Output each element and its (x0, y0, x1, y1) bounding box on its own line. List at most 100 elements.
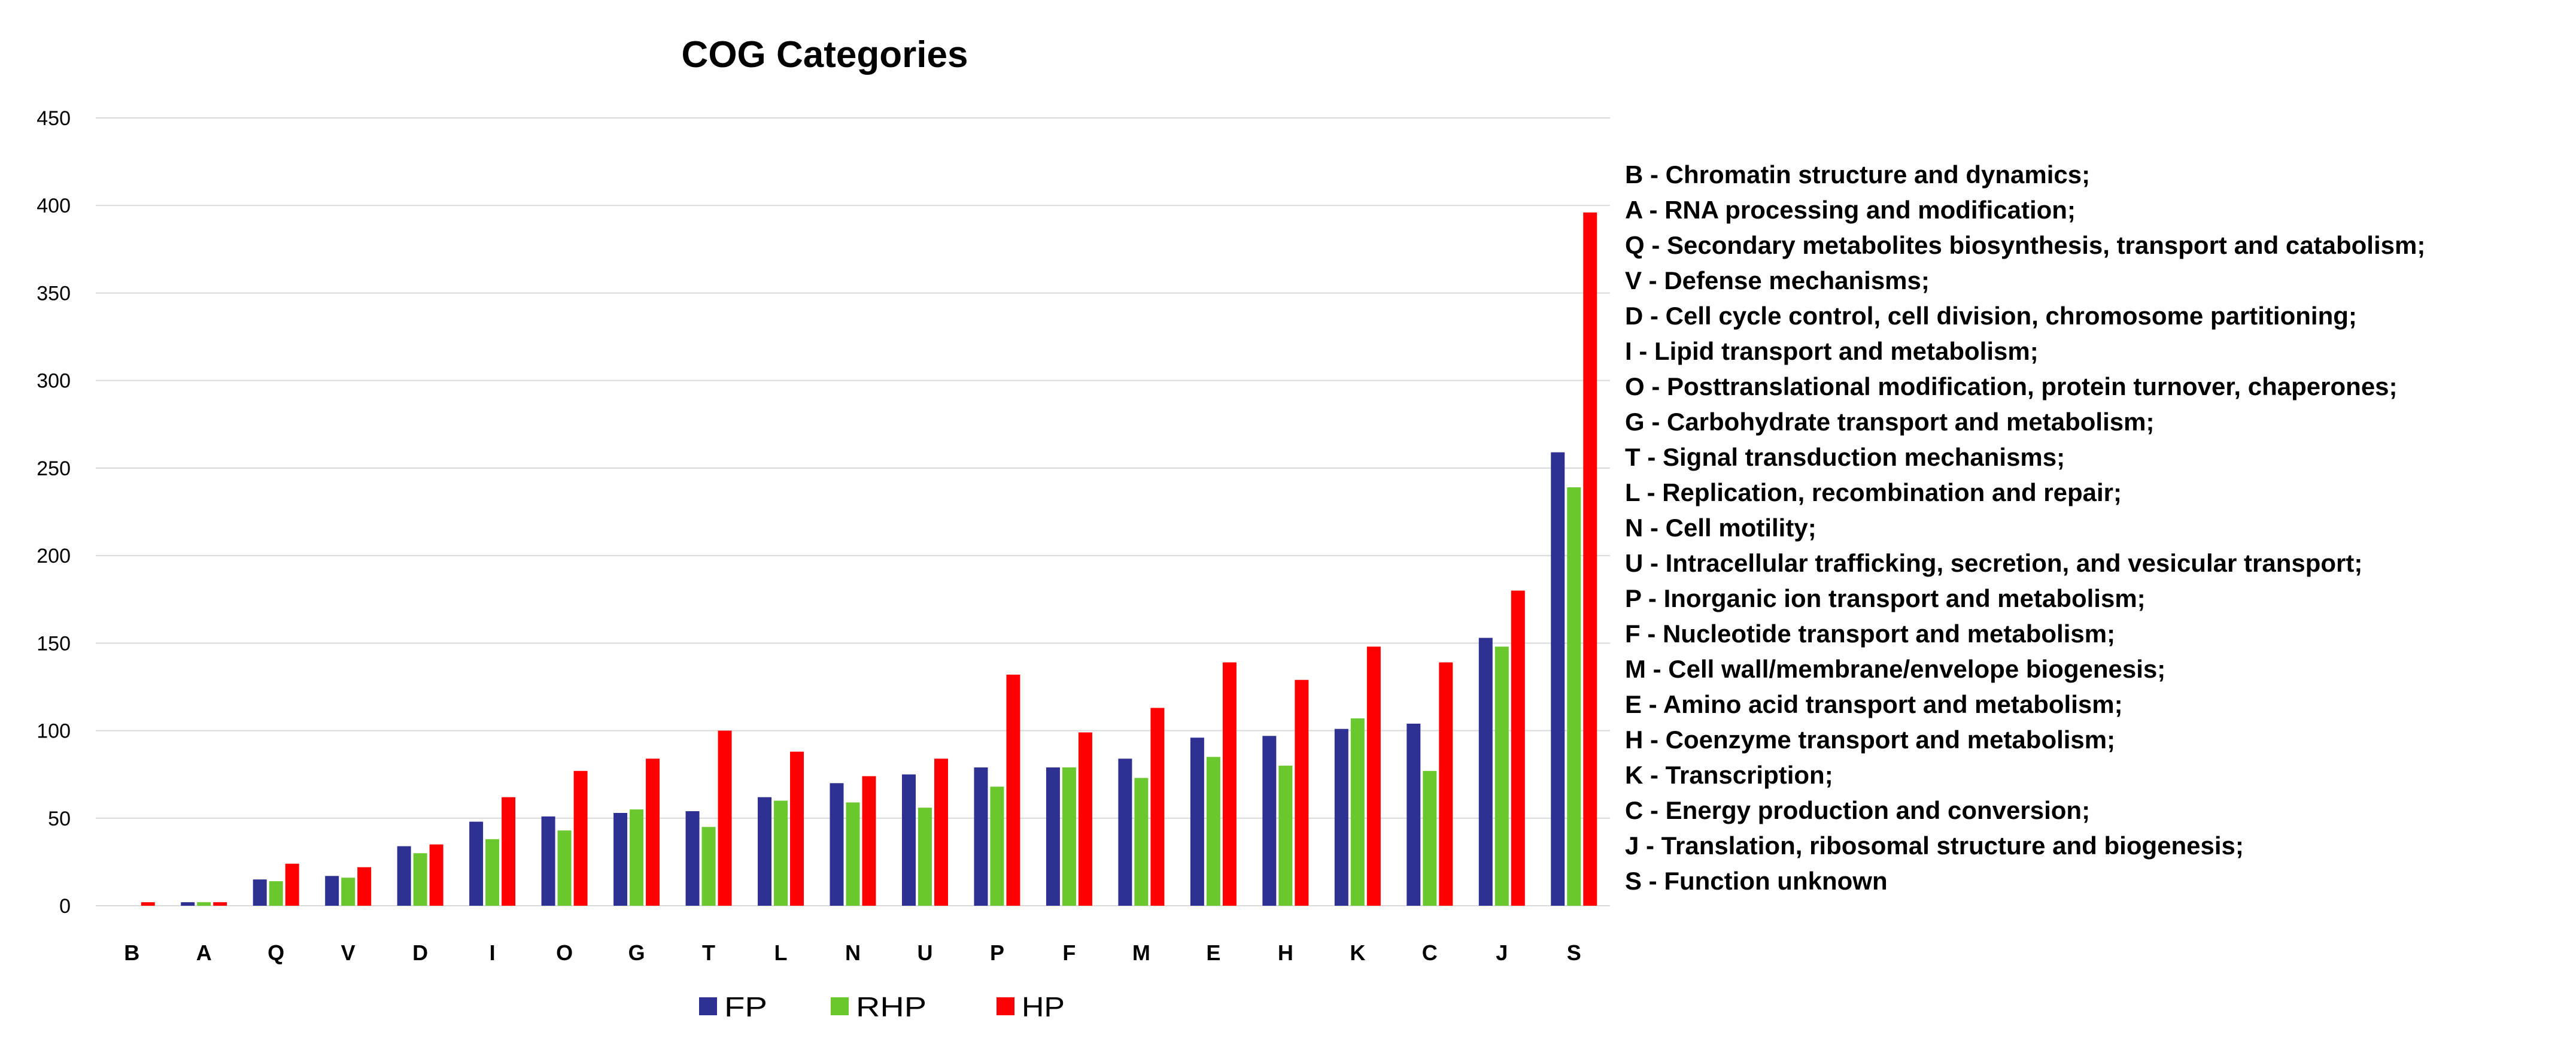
bar-fp-s (1551, 452, 1565, 906)
bar-hp-t (718, 730, 732, 906)
legend-label-hp: HP (1022, 991, 1065, 1022)
x-tick-label: H (1278, 940, 1293, 965)
bar-hp-o (573, 770, 588, 906)
bar-fp-n (830, 783, 844, 906)
bar-hp-p (1006, 674, 1020, 906)
y-tick-label: 150 (37, 632, 71, 655)
x-tick-label: S (1567, 940, 1581, 965)
gridlines (96, 117, 1610, 906)
bar-rhp-m (1134, 778, 1149, 906)
bar-rhp-q (269, 881, 283, 906)
legend-label-rhp: RHP (856, 991, 926, 1022)
x-tick-label: A (196, 940, 212, 965)
category-description-item: O - Posttranslational modification, prot… (1625, 372, 2398, 400)
bar-fp-i (469, 821, 484, 906)
bar-hp-k (1366, 647, 1381, 906)
bar-hp-l (790, 751, 804, 906)
bar-hp-v (357, 867, 372, 906)
x-tick-label: P (990, 940, 1004, 965)
bar-fp-q (253, 879, 267, 906)
bar-fp-e (1190, 738, 1204, 906)
x-tick-label: Q (268, 940, 284, 965)
bar-hp-h (1295, 679, 1309, 906)
category-description-item: J - Translation, ribosomal structure and… (1625, 831, 2244, 860)
x-tick-label: D (412, 940, 428, 965)
x-tick-label: T (702, 940, 715, 965)
category-description-item: P - Inorganic ion transport and metaboli… (1625, 584, 2146, 612)
bar-hp-n (862, 776, 876, 906)
category-description-item: L - Replication, recombination and repai… (1625, 478, 2122, 506)
bar-fp-j (1478, 638, 1493, 906)
bar-hp-m (1150, 708, 1165, 906)
y-tick-label: 200 (37, 545, 71, 567)
x-tick-label: F (1062, 940, 1076, 965)
x-tick-label: J (1496, 940, 1508, 965)
bar-rhp-u (918, 808, 932, 906)
category-description-item: U - Intracellular trafficking, secretion… (1625, 549, 2363, 577)
bar-fp-a (181, 902, 195, 906)
bar-rhp-t (701, 827, 716, 906)
bar-hp-a (213, 902, 227, 906)
bar-hp-f (1078, 732, 1092, 906)
category-description-item: E - Amino acid transport and metabolism; (1625, 690, 2123, 718)
x-tick-label: K (1350, 940, 1365, 965)
bar-rhp-h (1278, 766, 1293, 906)
y-axis-ticks: 0 50 100 150 200 250 300 350 400 450 (37, 107, 71, 918)
y-tick-label: 0 (59, 895, 71, 918)
bar-rhp-l (774, 800, 788, 906)
bar-fp-m (1118, 758, 1132, 906)
category-description-item: F - Nucleotide transport and metabolism; (1625, 620, 2116, 648)
category-description-item: D - Cell cycle control, cell division, c… (1625, 302, 2357, 330)
category-description-item: K - Transcription; (1625, 761, 1833, 789)
bar-hp-s (1583, 212, 1597, 906)
bar-fp-v (325, 876, 339, 906)
bar-rhp-j (1494, 647, 1509, 906)
bar-hp-i (502, 797, 516, 906)
bar-hp-b (141, 902, 155, 906)
bar-hp-c (1439, 662, 1453, 906)
legend-swatch-hp (997, 997, 1014, 1015)
category-description-item: M - Cell wall/membrane/envelope biogenes… (1625, 655, 2166, 683)
bar-rhp-d (413, 853, 427, 906)
x-tick-label: C (1422, 940, 1438, 965)
category-description-item: Q - Secondary metabolites biosynthesis, … (1625, 231, 2426, 259)
category-description-item: H - Coenzyme transport and metabolism; (1625, 726, 2116, 754)
series-legend: FP RHP HP (699, 991, 1065, 1022)
chart-title: COG Categories (682, 34, 968, 75)
bar-hp-g (646, 758, 660, 906)
y-tick-label: 50 (48, 808, 71, 830)
legend-label-fp: FP (724, 991, 767, 1022)
category-description-item: S - Function unknown (1625, 867, 1888, 895)
category-description-item: C - Energy production and conversion; (1625, 796, 2091, 824)
bar-fp-p (974, 767, 988, 906)
bar-fp-o (541, 816, 555, 906)
category-description-item: G - Carbohydrate transport and metabolis… (1625, 408, 2155, 436)
y-tick-label: 400 (37, 195, 71, 217)
x-tick-label: G (628, 940, 645, 965)
y-tick-label: 450 (37, 107, 71, 130)
category-description-item: N - Cell motility; (1625, 514, 1816, 542)
bar-hp-q (285, 863, 299, 906)
x-tick-label: V (341, 940, 356, 965)
bar-rhp-a (197, 902, 211, 906)
bar-rhp-o (557, 830, 572, 906)
bar-rhp-k (1350, 718, 1365, 906)
x-tick-label: E (1206, 940, 1220, 965)
category-description-item: T - Signal transduction mechanisms; (1625, 443, 2065, 471)
x-tick-label: L (774, 940, 788, 965)
bar-hp-e (1222, 662, 1237, 906)
x-tick-label: B (124, 940, 139, 965)
bar-fp-g (613, 813, 628, 906)
bar-rhp-p (990, 787, 1004, 906)
y-tick-label: 100 (37, 720, 71, 743)
bar-rhp-f (1062, 767, 1076, 906)
bar-fp-u (901, 774, 916, 906)
bar-rhp-i (485, 839, 500, 906)
category-description-item: A - RNA processing and modification; (1625, 196, 2076, 224)
y-tick-label: 300 (37, 370, 71, 393)
bar-rhp-g (630, 809, 644, 906)
bar-hp-u (934, 758, 948, 906)
y-tick-label: 250 (37, 457, 71, 480)
